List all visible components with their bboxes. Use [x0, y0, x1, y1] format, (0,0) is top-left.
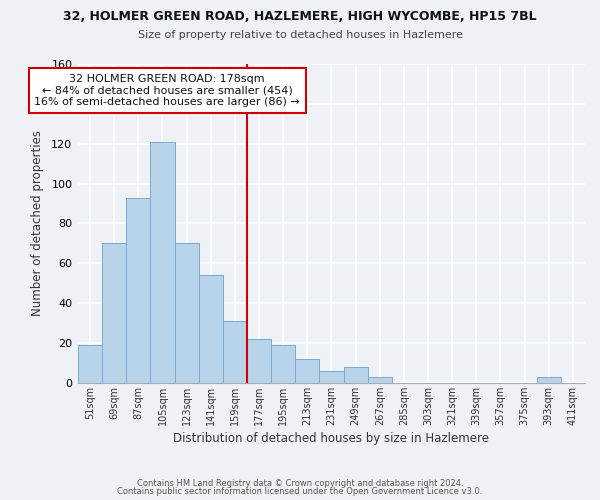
Bar: [102, 244, 126, 383]
X-axis label: Distribution of detached houses by size in Hazlemere: Distribution of detached houses by size …: [173, 432, 490, 445]
Bar: [223, 321, 247, 383]
Bar: [319, 371, 344, 383]
Bar: [151, 142, 175, 383]
Y-axis label: Number of detached properties: Number of detached properties: [31, 130, 44, 316]
Bar: [295, 359, 319, 383]
Text: Contains HM Land Registry data © Crown copyright and database right 2024.: Contains HM Land Registry data © Crown c…: [137, 478, 463, 488]
Bar: [199, 276, 223, 383]
Text: 32, HOLMER GREEN ROAD, HAZLEMERE, HIGH WYCOMBE, HP15 7BL: 32, HOLMER GREEN ROAD, HAZLEMERE, HIGH W…: [63, 10, 537, 23]
Bar: [271, 345, 295, 383]
Bar: [78, 345, 102, 383]
Text: Size of property relative to detached houses in Hazlemere: Size of property relative to detached ho…: [137, 30, 463, 40]
Bar: [126, 198, 151, 383]
Bar: [247, 339, 271, 383]
Text: Contains public sector information licensed under the Open Government Licence v3: Contains public sector information licen…: [118, 487, 482, 496]
Bar: [537, 377, 561, 383]
Bar: [175, 244, 199, 383]
Text: 32 HOLMER GREEN ROAD: 178sqm
← 84% of detached houses are smaller (454)
16% of s: 32 HOLMER GREEN ROAD: 178sqm ← 84% of de…: [34, 74, 300, 107]
Bar: [344, 367, 368, 383]
Bar: [368, 377, 392, 383]
